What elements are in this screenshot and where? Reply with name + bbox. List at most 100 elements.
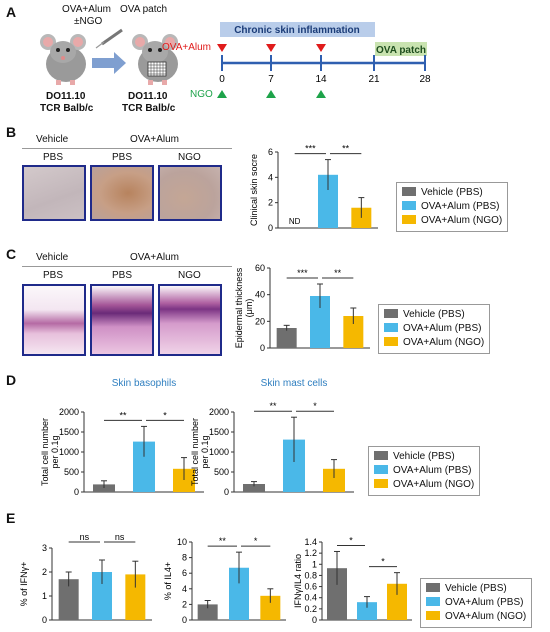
- y-tick-label: 0.6: [304, 582, 317, 592]
- ngo-marker: [217, 90, 227, 98]
- bar-0: [58, 579, 79, 620]
- chart-skin-basophils: Skin basophils 0 500 1000 1500 2000 Total cell…: [40, 378, 204, 497]
- legend-c: Vehicle (PBS) OVA+Alum (PBS) OVA+Alum (NGO…: [378, 304, 491, 354]
- y-axis-label: Total cell number: [40, 418, 50, 486]
- chronic-band: [220, 22, 375, 37]
- y-tick-label: 2: [268, 198, 273, 208]
- bar-2: [125, 574, 146, 620]
- legend-entry: Vehicle (PBS): [374, 450, 474, 464]
- significance-label: ns: [80, 532, 90, 542]
- legend-swatch: [384, 309, 398, 318]
- group-ovaalum-label: OVA+Alum: [130, 134, 179, 145]
- significance-label: **: [219, 536, 227, 546]
- ova-alum-marker: [217, 44, 227, 52]
- y-tick-label: 1000: [59, 447, 79, 457]
- legend-swatch: [384, 337, 398, 346]
- chronic-band-label: Chronic skin inflammation: [234, 25, 360, 36]
- y-tick-label: 1500: [209, 427, 229, 437]
- y-axis-label: % of IFNγ+: [19, 562, 29, 607]
- mouse-right-bottom-1: DO11.10: [128, 91, 168, 102]
- legend-label: Vehicle (PBS): [445, 583, 507, 594]
- bar-0: [93, 484, 115, 492]
- histology-ova-pbs: [90, 284, 154, 356]
- significance-label: **: [334, 268, 342, 278]
- bar-2: [387, 583, 407, 620]
- legend-entry: OVA+Alum (PBS): [384, 322, 484, 336]
- bar-2: [343, 316, 364, 348]
- legend-e: Vehicle (PBS) OVA+Alum (PBS) OVA+Alum (NGO…: [420, 578, 533, 628]
- col-pbs-2: PBS: [112, 270, 133, 281]
- legend-entry: Vehicle (PBS): [384, 308, 484, 322]
- y-tick-label: 0: [42, 615, 47, 625]
- header-divider: [22, 266, 232, 267]
- bar-0: [197, 604, 218, 620]
- y-tick-label: 60: [255, 263, 265, 273]
- group-vehicle-label: Vehicle: [36, 252, 69, 263]
- group-ovaalum-label: OVA+Alum: [130, 252, 179, 263]
- ova-patch-label: OVA patch: [376, 45, 426, 56]
- legend-label: OVA+Alum (PBS): [421, 201, 500, 212]
- histology-vehicle: [22, 284, 86, 356]
- panel-b-letter: B: [6, 124, 17, 140]
- mouse-illustration: [40, 28, 178, 85]
- skin-photo-ova-pbs: [90, 165, 154, 221]
- legend-swatch: [374, 479, 388, 488]
- significance-label: *: [313, 401, 317, 411]
- legend-label: OVA+Alum (PBS): [393, 465, 472, 476]
- legend-swatch: [426, 597, 440, 606]
- significance-label: *: [163, 410, 167, 420]
- y-tick-label: 6: [182, 568, 187, 578]
- legend-swatch: [426, 583, 440, 592]
- y-tick-label: 1.4: [304, 537, 317, 547]
- tick-label: 0: [219, 74, 225, 85]
- y-tick-label: 1000: [209, 447, 229, 457]
- mouse-right-bottom-2: TCR Balb/c: [122, 103, 176, 114]
- histology-ova-ngo: [158, 284, 222, 356]
- legend-d: Vehicle (PBS) OVA+Alum (PBS) OVA+Alum (NGO…: [368, 446, 481, 496]
- tick-label: 7: [268, 74, 274, 85]
- mouse-left-bottom-2: TCR Balb/c: [40, 103, 94, 114]
- y-tick-label: 2000: [59, 407, 79, 417]
- y-axis-label: per 0.1g: [50, 435, 60, 468]
- y-tick-label: 0: [74, 487, 79, 497]
- tick-label: 28: [419, 74, 431, 85]
- legend-b: Vehicle (PBS) OVA+Alum (PBS) OVA+Alum (NGO…: [396, 182, 509, 232]
- y-tick-label: 2: [182, 599, 187, 609]
- legend-swatch: [402, 201, 416, 210]
- y-tick-label: 1500: [59, 427, 79, 437]
- significance-label: **: [342, 144, 350, 154]
- y-axis-label: (μm): [244, 299, 254, 318]
- legend-label: OVA+Alum (NGO): [393, 479, 475, 490]
- legend-entry: Vehicle (PBS): [426, 582, 526, 596]
- bar-2: [323, 468, 345, 492]
- y-tick-label: 4: [182, 584, 187, 594]
- legend-swatch: [374, 451, 388, 460]
- y-tick-label: 20: [255, 316, 265, 326]
- y-tick-label: 0.4: [304, 593, 317, 603]
- syringe-icon: [95, 28, 123, 49]
- col-pbs-1: PBS: [43, 270, 64, 281]
- ova-alum-marker: [266, 44, 276, 52]
- legend-entry: OVA+Alum (PBS): [374, 464, 474, 478]
- y-tick-label: 1: [312, 559, 317, 569]
- mouse-left-top-1: OVA+Alum: [62, 4, 111, 15]
- panel-a-letter: A: [6, 4, 17, 20]
- bar-1: [92, 572, 112, 620]
- legend-entry: OVA+Alum (PBS): [426, 596, 526, 610]
- legend-label: OVA+Alum (PBS): [445, 597, 524, 608]
- bar-1: [357, 602, 377, 620]
- significance-label: *: [381, 557, 385, 567]
- col-pbs-2: PBS: [112, 152, 133, 163]
- panel-c-letter: C: [6, 246, 17, 262]
- legend-label: OVA+Alum (NGO): [421, 215, 503, 226]
- col-ngo: NGO: [178, 270, 201, 281]
- chart-title: Skin mast cells: [261, 378, 328, 389]
- group-vehicle-label: Vehicle: [36, 134, 69, 145]
- significance-label: ***: [297, 268, 308, 278]
- header-divider: [22, 148, 232, 149]
- y-axis-label: per 0.1g: [200, 435, 210, 468]
- legend-entry: OVA+Alum (PBS): [402, 200, 502, 214]
- y-tick-label: 1: [42, 591, 47, 601]
- ngo-marker: [266, 90, 276, 98]
